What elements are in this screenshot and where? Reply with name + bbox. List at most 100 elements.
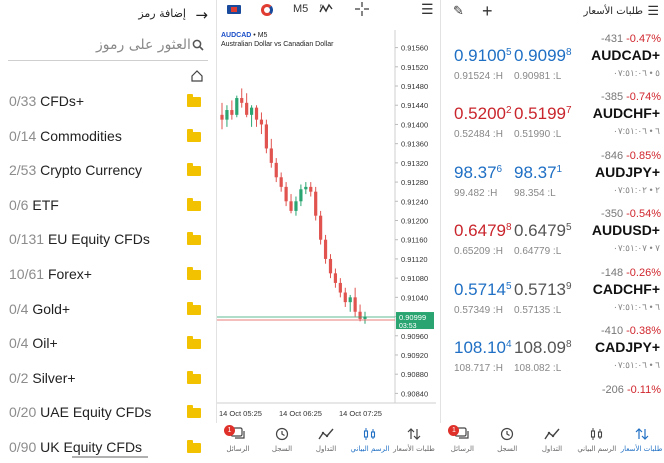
folder-icon: [187, 405, 201, 419]
change-value: -431 -0.47%: [601, 33, 661, 45]
quote-symbol: CADCHF+: [592, 281, 660, 297]
quote-row[interactable]: -385 -0.74% AUDCHF+ ٦ • ٠٧:٥١:٠٦ 0.52002 0.5…: [441, 84, 664, 142]
candle-body: [343, 292, 347, 303]
quote-row[interactable]: -206 -0.11%: [441, 377, 664, 435]
change-percent: -0.26%: [626, 267, 661, 279]
ask-price-pip: 1: [556, 164, 563, 175]
candle-countdown-label: 03:53: [399, 323, 417, 330]
nav-label: السجل: [271, 445, 293, 453]
nav-item-history[interactable]: السجل: [485, 423, 530, 463]
symbol-search[interactable]: العثور على رموز: [0, 34, 212, 58]
symbol-group-item[interactable]: 2/53 Crypto Currency: [0, 154, 212, 189]
candle-body: [348, 297, 352, 303]
ask-price: 108.098: [514, 338, 572, 358]
quote-row[interactable]: -846 -0.85% AUDJPY+ ٢ • ٠٧:٥١:٠٢ 98.376 98.3…: [441, 143, 664, 201]
symbol-group-item[interactable]: 0/33 CFDs+: [0, 85, 212, 120]
group-count: 0/4: [9, 335, 29, 352]
quote-symbol: CADJPY+: [595, 339, 660, 355]
chart-icon: [589, 427, 605, 441]
change-points: -431: [601, 33, 624, 45]
quotes-header: ✎ + طلبات الأسعار ☰: [441, 0, 664, 24]
current-price-tag: [396, 312, 434, 330]
symbol-group-item[interactable]: 0/90 UK Equity CFDs: [0, 431, 212, 463]
flag-icon[interactable]: [227, 5, 241, 14]
color-ring-icon[interactable]: [261, 4, 273, 16]
bid-price: 108.104: [454, 338, 512, 358]
bid-price-pip: 5: [506, 281, 512, 292]
edit-icon[interactable]: ✎: [453, 4, 464, 19]
trade-icon: [544, 427, 560, 441]
trade-icon: [318, 427, 334, 441]
nav-item-messages[interactable]: الرسائل 1: [440, 423, 485, 463]
quote-row[interactable]: -431 -0.47% AUDCAD+ ٥ • ٠٧:٥١:٠٦ 0.91005 0.9…: [441, 26, 664, 84]
symbol-group-item[interactable]: 0/4 Gold+: [0, 293, 212, 328]
candlestick-chart[interactable]: 0.91560 0.91520 0.91480 0.91440 0.91400 0.913…: [217, 0, 436, 423]
nav-item-trade[interactable]: التداول: [304, 423, 348, 463]
group-count: 0/131: [9, 231, 45, 248]
quote-meta: ٦ • ٠٧:٥١:٠٦: [612, 360, 660, 370]
nav-label: الرسم البياني: [577, 445, 617, 453]
group-label: 2/53 Crypto Currency: [9, 162, 142, 178]
change-points: -206: [601, 384, 624, 396]
quote-row[interactable]: -410 -0.38% CADJPY+ ٦ • ٠٧:٥١:٠٦ 108.104 108…: [441, 318, 664, 376]
candle-body: [279, 177, 283, 187]
chart-separator: •: [251, 32, 258, 39]
ask-price-pip: 7: [566, 105, 572, 116]
change-percent: -0.11%: [626, 384, 661, 396]
symbol-group-item[interactable]: 0/4 Oil+: [0, 327, 212, 362]
y-tick-label: 0.91200: [401, 217, 428, 226]
bid-price-pip: 6: [496, 164, 503, 175]
back-arrow-icon[interactable]: →: [195, 6, 208, 24]
symbol-group-item[interactable]: 0/14 Commodities: [0, 120, 212, 155]
indicators-icon[interactable]: f: [319, 3, 333, 15]
quotes-menu-icon[interactable]: ☰: [647, 3, 659, 18]
nav-item-messages[interactable]: الرسائل 1: [216, 423, 260, 463]
ask-price-pip: 8: [566, 339, 572, 350]
chart-panel: M5 f ☰ 0.91560 0.91520 0.91480 0.91440 0.914…: [216, 0, 436, 463]
y-tick-label: 0.90920: [401, 351, 428, 360]
folder-icon: [187, 232, 201, 246]
quote-low-value: 0.90981 :L: [514, 71, 562, 82]
nav-item-chart[interactable]: الرسم البياني: [348, 423, 392, 463]
candle-body: [304, 186, 308, 190]
bottom-nav-chart: الرسائل 1 السجل التداول الرسم البياني طلبات ا…: [216, 423, 436, 463]
quote-high-value: 99.482 :H: [454, 188, 498, 199]
ask-price-pip: 8: [566, 47, 572, 58]
quotes-icon: [634, 427, 650, 441]
change-value: -350 -0.54%: [601, 208, 661, 220]
nav-item-quotes[interactable]: طلبات الأسعار: [619, 423, 664, 463]
search-icon[interactable]: [192, 39, 204, 51]
search-placeholder[interactable]: العثور على رموز: [96, 37, 191, 53]
candle-body: [299, 189, 303, 202]
nav-label: الرسم البياني: [350, 445, 390, 453]
timeframe-button[interactable]: M5: [293, 3, 309, 15]
quote-meta: ٥ • ٠٧:٥١:٠٦: [612, 68, 660, 78]
nav-item-trade[interactable]: التداول: [530, 423, 575, 463]
crosshair-icon[interactable]: [355, 2, 369, 16]
svg-text:f: f: [320, 4, 322, 10]
y-tick-label: 0.91560: [401, 44, 428, 53]
ask-price-pip: 9: [566, 281, 572, 292]
nav-item-chart[interactable]: الرسم البياني: [574, 423, 619, 463]
nav-item-quotes[interactable]: طلبات الأسعار: [392, 423, 436, 463]
home-icon[interactable]: [190, 69, 204, 83]
group-count: 0/6: [9, 196, 29, 213]
symbol-group-item[interactable]: 0/131 EU Equity CFDs: [0, 223, 212, 258]
quote-row[interactable]: -148 -0.26% CADCHF+ ٦ • ٠٧:٥١:٠٦ 0.57145 0.5…: [441, 260, 664, 318]
quote-symbol: AUDCAD+: [591, 47, 660, 63]
folder-icon: [187, 439, 201, 453]
ask-price-main: 0.6479: [514, 221, 566, 240]
y-tick-label: 0.90880: [401, 370, 428, 379]
quote-low-value: 98.354 :L: [514, 188, 556, 199]
nav-item-history[interactable]: السجل: [260, 423, 304, 463]
chart-menu-icon[interactable]: ☰: [421, 1, 434, 17]
add-icon[interactable]: +: [482, 1, 493, 21]
symbol-group-item[interactable]: 0/6 ETF: [0, 189, 212, 224]
group-label: 0/4 Oil+: [9, 335, 58, 351]
ask-price-main: 0.5199: [514, 104, 566, 123]
symbol-group-item[interactable]: 10/61 Forex+: [0, 258, 212, 293]
quote-row[interactable]: -350 -0.54% AUDUSD+ ٧ • ٠٧:٥١:٠٧ 0.64798 0.6…: [441, 201, 664, 259]
symbol-group-item[interactable]: 0/2 Silver+: [0, 362, 212, 397]
symbol-group-item[interactable]: 0/20 UAE Equity CFDs: [0, 396, 212, 431]
quote-meta: ٦ • ٠٧:٥١:٠٦: [612, 126, 660, 136]
